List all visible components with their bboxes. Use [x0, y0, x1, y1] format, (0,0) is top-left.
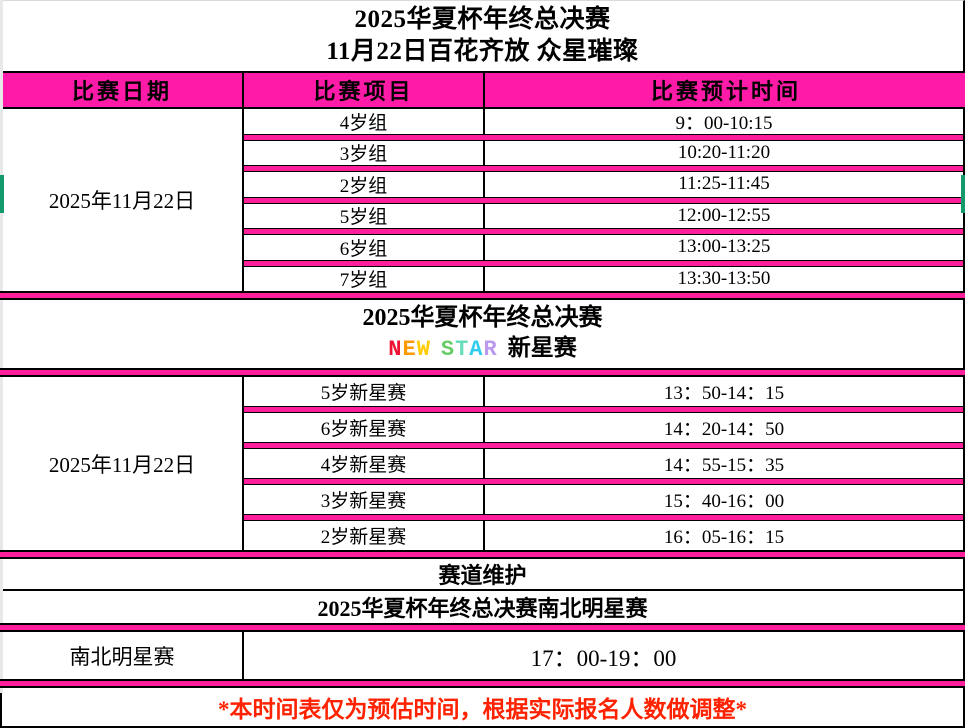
schedule-newstar-event-cell: 6岁新星赛	[244, 413, 485, 442]
selection-marker-right	[961, 175, 965, 213]
schedule-main-row: 5岁组 12:00-12:55	[244, 203, 963, 228]
schedule-newstar-event-cell: 2岁新星赛	[244, 521, 485, 550]
schedule-main-row: 6岁组 13:00-13:25	[244, 235, 963, 260]
newstar-letter-a: A	[469, 336, 484, 362]
separator-before-allstar	[0, 623, 965, 632]
title-line-2: 11月22日百花齐放 众星璀璨	[326, 38, 639, 65]
schedule-newstar-time-cell: 14：20-14：50	[485, 413, 963, 442]
schedule-newstar-row: 3岁新星赛 15：40-16：00	[244, 485, 963, 514]
schedule-newstar-block: 2025年11月22日 5岁新星赛 13：50-14：15 6岁新星赛 14：20-1…	[0, 377, 965, 550]
table-header-row: 比赛日期 比赛项目 比赛预计时间	[0, 71, 965, 109]
schedule-newstar-time-cell: 15：40-16：00	[485, 485, 963, 514]
schedule-main-event-cell: 3岁组	[244, 140, 485, 165]
schedule-main-time-cell: 9：00-10:15	[485, 109, 963, 134]
schedule-newstar-row: 6岁新星赛 14：20-14：50	[244, 413, 963, 442]
newstar-letter-t: T	[455, 336, 470, 362]
document-title: 2025华夏杯年终总决赛 11月22日百花齐放 众星璀璨	[0, 0, 965, 71]
schedule-main-event-cell: 4岁组	[244, 109, 485, 134]
schedule-main-event-cell: 7岁组	[244, 266, 485, 291]
schedule-main-row-separator	[244, 259, 963, 267]
newstar-chinese-text: 新星赛	[507, 334, 577, 360]
schedule-main-event-cell: 2岁组	[244, 172, 485, 197]
allstar-time: 17：00-19：00	[530, 645, 677, 671]
schedule-main-event-cell: 5岁组	[244, 203, 485, 228]
header-cell-time: 比赛预计时间	[485, 73, 965, 107]
schedule-main-row: 2岁组 11:25-11:45	[244, 172, 963, 197]
schedule-newstar-time-cell: 16：05-16：15	[485, 521, 963, 550]
schedule-main-time-cell: 13:30-13:50	[485, 266, 963, 291]
schedule-main-event-cell: 6岁组	[244, 235, 485, 260]
schedule-main-row-separator	[244, 133, 963, 141]
schedule-newstar-rows: 5岁新星赛 13：50-14：15 6岁新星赛 14：20-14：50 4岁新星赛 14：…	[244, 377, 963, 550]
newstar-letter-s: S	[440, 336, 456, 362]
schedule-main-time-cell: 10:20-11:20	[485, 140, 963, 165]
schedule-main-time-cell: 13:00-13:25	[485, 235, 963, 260]
newstar-latin-text: NEW STAR	[388, 337, 497, 364]
schedule-newstar-row-separator	[244, 478, 963, 485]
newstar-letter-n: N	[388, 336, 403, 362]
schedule-newstar-row: 2岁新星赛 16：05-16：15	[244, 521, 963, 550]
newstar-letter-r: R	[483, 336, 498, 362]
schedule-newstar-event-cell: 3岁新星赛	[244, 485, 485, 514]
schedule-newstar-event-cell: 5岁新星赛	[244, 377, 485, 406]
schedule-main-time-cell: 11:25-11:45	[485, 172, 963, 197]
footer-note: *本时间表仅为预估时间，根据实际报名人数做调整*	[0, 688, 965, 728]
schedule-main-row: 4岁组 9：00-10:15	[244, 109, 963, 134]
schedule-main-row-separator	[244, 228, 963, 235]
schedule-newstar-time-cell: 14：55-15：35	[485, 449, 963, 478]
allstar-label: 南北明星赛	[2, 632, 244, 679]
schedule-main-row-separator	[244, 165, 963, 172]
schedule-main-row: 7岁组 13:30-13:50	[244, 266, 963, 291]
schedule-main-date: 2025年11月22日	[2, 109, 244, 291]
schedule-newstar-date: 2025年11月22日	[2, 377, 244, 550]
allstar-title-row: 2025华夏杯年终总决赛南北明星赛	[0, 591, 965, 623]
separator-after-newstar	[0, 550, 965, 559]
separator-before-newstar-rows	[0, 368, 965, 377]
schedule-newstar-row-separator	[244, 442, 963, 449]
allstar-row: 南北明星赛 17：00-19：00	[0, 632, 965, 679]
schedule-newstar-row: 4岁新星赛 14：55-15：35	[244, 449, 963, 478]
separator-before-footer	[0, 679, 965, 688]
schedule-newstar-row-separator	[244, 514, 963, 521]
schedule-main-time-cell: 12:00-12:55	[485, 203, 963, 228]
separator-after-main	[0, 291, 965, 300]
newstar-letter-w: W	[416, 336, 431, 362]
schedule-newstar-event-cell: 4岁新星赛	[244, 449, 485, 478]
newstar-letter-e: E	[402, 336, 417, 362]
schedule-main-block: 2025年11月22日 4岁组 9：00-10:15 3岁组 10:20-11:20 2…	[0, 109, 965, 291]
newstar-banner-line-2: NEW STAR 新星赛	[388, 334, 576, 364]
header-cell-event: 比赛项目	[244, 73, 485, 107]
schedule-main-rows: 4岁组 9：00-10:15 3岁组 10:20-11:20 2岁组 11:25-11:4…	[244, 109, 963, 291]
schedule-newstar-time-cell: 13：50-14：15	[485, 377, 963, 406]
selection-marker-left	[0, 175, 4, 213]
schedule-newstar-row: 5岁新星赛 13：50-14：15	[244, 377, 963, 406]
header-cell-date: 比赛日期	[2, 73, 244, 107]
newstar-banner: 2025华夏杯年终总决赛 NEW STAR 新星赛	[0, 300, 965, 368]
newstar-banner-line-1: 2025华夏杯年终总决赛	[362, 305, 603, 332]
schedule-main-row-separator	[244, 196, 963, 204]
schedule-newstar-row-separator	[244, 406, 963, 413]
title-line-1: 2025华夏杯年终总决赛	[354, 6, 611, 33]
schedule-main-row: 3岁组 10:20-11:20	[244, 140, 963, 165]
maintenance-row: 赛道维护	[0, 559, 965, 591]
left-gutter	[0, 0, 3, 693]
